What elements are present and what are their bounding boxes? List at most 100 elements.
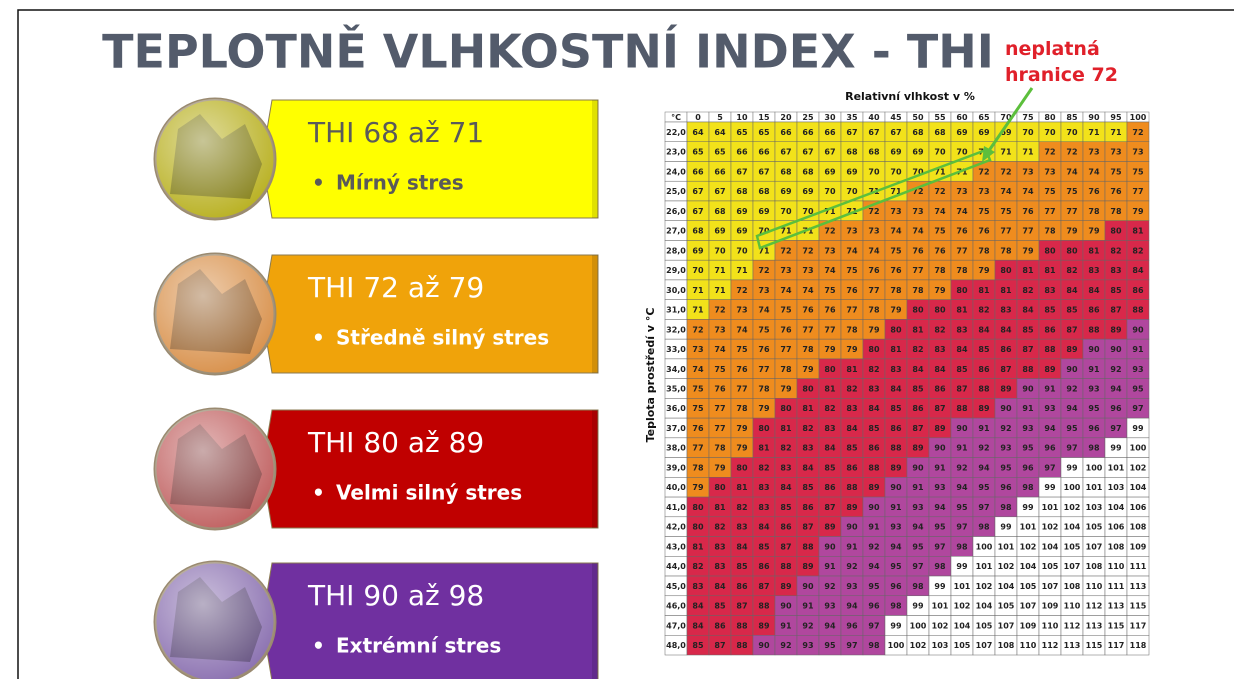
thi-value: 68 xyxy=(714,207,726,216)
thi-value: 100 xyxy=(1130,444,1147,453)
thi-value: 77 xyxy=(1022,227,1033,236)
thi-value: 94 xyxy=(1044,424,1056,433)
thi-value: 89 xyxy=(934,424,946,433)
thi-value: 73 xyxy=(758,286,769,295)
thi-value: 73 xyxy=(1132,148,1143,157)
thi-value: 78 xyxy=(1000,246,1012,255)
thi-value: 79 xyxy=(692,483,704,492)
thi-value: 70 xyxy=(1044,128,1056,137)
thi-value: 102 xyxy=(998,562,1015,571)
thi-value: 90 xyxy=(780,602,792,611)
thi-value: 80 xyxy=(824,365,836,374)
thi-value: 104 xyxy=(1042,542,1059,551)
thi-value: 67 xyxy=(824,148,835,157)
thi-value: 89 xyxy=(868,483,880,492)
thi-value: 91 xyxy=(890,503,902,512)
thi-value: 86 xyxy=(934,385,946,394)
thi-value: 91 xyxy=(1022,404,1034,413)
column-header: 30 xyxy=(824,113,836,122)
thi-value: 81 xyxy=(1022,266,1034,275)
thi-value: 113 xyxy=(1064,641,1081,650)
column-header: 50 xyxy=(912,113,924,122)
thi-value: 74 xyxy=(1022,187,1034,196)
thi-value: 99 xyxy=(1044,483,1056,492)
thi-value: 74 xyxy=(956,207,968,216)
table-title: Relativní vlhkost v % xyxy=(845,90,975,103)
thi-value: 91 xyxy=(1132,345,1144,354)
thi-value: 69 xyxy=(956,128,968,137)
thi-value: 92 xyxy=(1110,365,1121,374)
thi-value: 87 xyxy=(912,424,923,433)
thi-value: 86 xyxy=(824,483,836,492)
thi-value: 67 xyxy=(802,148,813,157)
thi-value: 107 xyxy=(976,641,993,650)
thi-value: 95 xyxy=(956,503,968,512)
thi-value: 102 xyxy=(932,621,949,630)
thi-value: 94 xyxy=(1066,404,1078,413)
thi-value: 79 xyxy=(1132,207,1144,216)
thi-value: 104 xyxy=(976,602,993,611)
thi-value: 73 xyxy=(1110,148,1121,157)
thi-value: 79 xyxy=(802,365,814,374)
thi-value: 84 xyxy=(1000,325,1012,334)
thi-value: 82 xyxy=(1110,246,1121,255)
thi-value: 93 xyxy=(912,503,923,512)
thi-value: 105 xyxy=(1064,542,1081,551)
thi-value: 72 xyxy=(824,227,835,236)
thi-value: 94 xyxy=(846,602,858,611)
thi-value: 86 xyxy=(1000,345,1012,354)
thi-value: 83 xyxy=(1110,266,1121,275)
thi-value: 68 xyxy=(802,167,814,176)
thi-value: 80 xyxy=(1066,246,1078,255)
thi-value: 76 xyxy=(758,345,770,354)
thi-value: 79 xyxy=(780,385,792,394)
thi-value: 67 xyxy=(736,167,747,176)
thi-value: 97 xyxy=(868,621,879,630)
thi-value: 105 xyxy=(1042,562,1059,571)
level-title: THI 72 až 79 xyxy=(307,271,484,304)
column-header: 10 xyxy=(736,113,748,122)
thi-value: 87 xyxy=(1000,365,1011,374)
thi-value: 71 xyxy=(692,306,704,315)
thi-value: 95 xyxy=(824,641,836,650)
thi-value: 80 xyxy=(802,385,814,394)
thi-value: 79 xyxy=(758,404,770,413)
thi-value: 107 xyxy=(1020,602,1037,611)
thi-value: 93 xyxy=(1000,444,1011,453)
thi-value: 77 xyxy=(758,365,769,374)
highlight-outline xyxy=(755,148,992,250)
thi-value: 75 xyxy=(1132,167,1144,176)
thi-value: 104 xyxy=(1020,562,1037,571)
thi-value: 77 xyxy=(802,325,813,334)
thi-value: 87 xyxy=(1110,306,1121,315)
row-header: 28,0 xyxy=(666,246,686,255)
thi-value: 70 xyxy=(934,148,946,157)
thi-value: 74 xyxy=(824,266,836,275)
thi-value: 82 xyxy=(780,444,791,453)
thi-value: 66 xyxy=(780,128,792,137)
thi-value: 69 xyxy=(758,207,770,216)
thi-value: 112 xyxy=(1064,621,1081,630)
thi-value: 82 xyxy=(868,365,879,374)
row-header: 24,0 xyxy=(666,167,686,176)
thi-value: 82 xyxy=(802,424,813,433)
thi-value: 75 xyxy=(780,306,792,315)
thi-value: 94 xyxy=(956,483,968,492)
thi-value: 81 xyxy=(1132,227,1144,236)
column-header: 45 xyxy=(890,113,902,122)
thi-value: 83 xyxy=(956,325,967,334)
thi-value: 85 xyxy=(780,503,792,512)
thi-value: 88 xyxy=(780,562,792,571)
thi-value: 85 xyxy=(846,444,858,453)
thi-value: 74 xyxy=(912,227,924,236)
thi-value: 69 xyxy=(780,187,792,196)
thi-value: 71 xyxy=(736,266,748,275)
thi-value: 80 xyxy=(780,404,792,413)
thi-value: 78 xyxy=(692,463,704,472)
thi-value: 88 xyxy=(1022,365,1034,374)
thi-value: 81 xyxy=(1044,266,1056,275)
thi-value: 77 xyxy=(956,246,967,255)
thi-table: Relativní vlhkost v % Teplota prostředí v… xyxy=(644,90,1150,656)
thi-value: 85 xyxy=(692,641,704,650)
